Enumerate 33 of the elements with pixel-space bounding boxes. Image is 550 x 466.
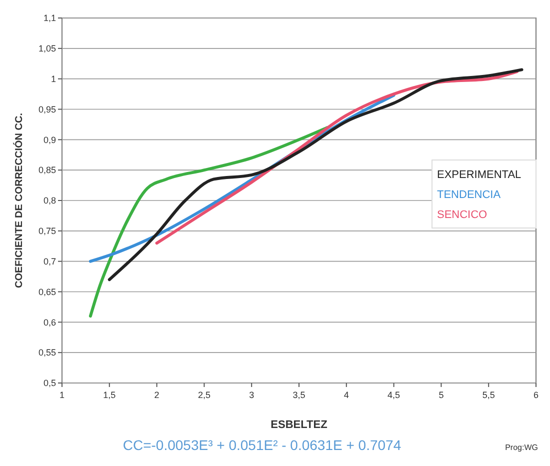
x-tick-label: 6 xyxy=(533,390,539,400)
line-series xyxy=(88,126,329,318)
text: TENDENCIA xyxy=(437,189,502,201)
y-tick-label: 0,65 xyxy=(38,286,56,297)
x-tick-label: 2 xyxy=(154,390,160,400)
x-tick-label: 2,5 xyxy=(198,390,210,400)
y-tick-label: 0,9 xyxy=(43,134,56,145)
x-tick-label: 1 xyxy=(59,390,65,400)
x-tick-label: 3,5 xyxy=(292,390,306,400)
y-tick-label: 1,05 xyxy=(38,44,56,54)
x-axis-title: ESBELTEZ xyxy=(270,419,328,431)
text: Prog:WG xyxy=(505,443,538,452)
x-tick-label: 4 xyxy=(344,390,349,400)
x-tick-label: 5 xyxy=(438,390,444,400)
y-tick-label: 1 xyxy=(50,74,56,84)
x-tick-label: 3 xyxy=(249,390,254,400)
y-tick-label: 0,6 xyxy=(43,317,56,328)
y-axis-title: COEFICIENTE DE CORRECCIÓN CC. xyxy=(13,112,25,288)
y-tick-label: 0,5 xyxy=(43,378,56,388)
y-tick-label: 0,7 xyxy=(43,256,56,266)
y-tick-label: 0,85 xyxy=(38,165,56,176)
x-tick-label: 4,5 xyxy=(388,390,400,400)
text: CC=-0.0053E³ + 0.051E² - 0.0631E + 0.7074 xyxy=(122,437,402,453)
text: SENCICO xyxy=(437,209,488,221)
y-tick-label: 1,1 xyxy=(43,13,56,24)
x-tick-label: 5,5 xyxy=(482,390,495,400)
x-tick-label: 1,5 xyxy=(103,390,116,400)
y-tick-label: 0,55 xyxy=(38,348,56,358)
line-series xyxy=(108,68,524,282)
text: EXPERIMENTAL xyxy=(437,169,522,181)
y-tick-label: 0,95 xyxy=(38,104,56,114)
y-tick-label: 0,75 xyxy=(38,226,56,236)
y-tick-label: 0,8 xyxy=(43,196,56,206)
